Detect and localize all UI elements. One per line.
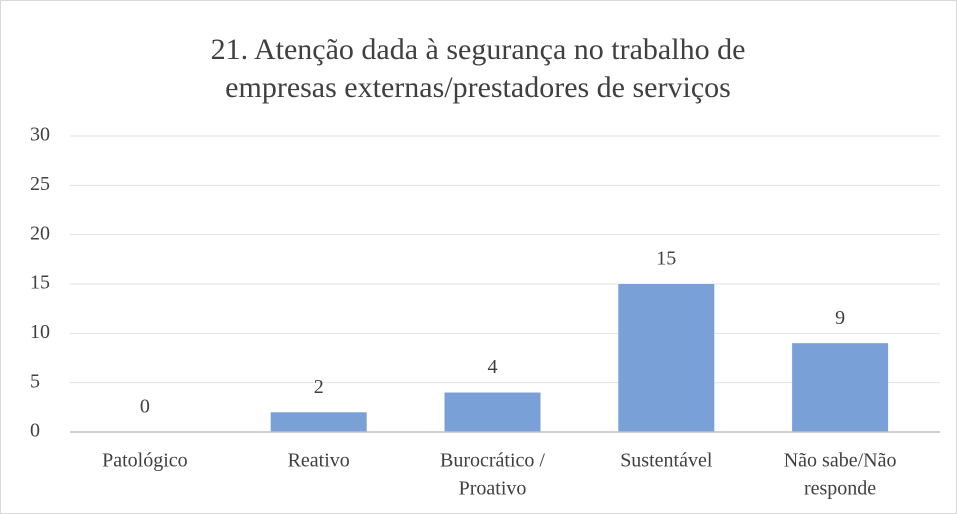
bar [270, 412, 367, 432]
data-label: 9 [835, 307, 845, 329]
y-tick-label: 5 [30, 370, 40, 392]
y-tick-label: 30 [30, 124, 50, 146]
y-tick-label: 0 [30, 420, 40, 442]
x-tick-label: Patológico [102, 450, 188, 472]
bar [792, 343, 889, 432]
x-tick-label: Burocrático / [440, 450, 545, 472]
data-label: 2 [314, 376, 324, 398]
chart-title: 21. Atenção dada à segurança no trabalho… [211, 33, 746, 66]
x-tick-label: Sustentável [620, 450, 713, 472]
x-tick-label: Reativo [288, 450, 350, 472]
y-tick-label: 15 [30, 272, 50, 294]
x-tick-label: responde [804, 478, 876, 500]
x-tick-label: Não sabe/Não [784, 450, 897, 472]
y-tick-label: 20 [30, 222, 50, 244]
x-tick-label: Proativo [459, 478, 527, 500]
y-tick-label: 25 [30, 173, 50, 195]
data-label: 4 [488, 356, 498, 378]
data-label: 15 [656, 248, 676, 270]
data-label: 0 [140, 396, 150, 418]
bar [618, 284, 715, 432]
chart-title: empresas externas/prestadores de serviço… [225, 71, 731, 104]
bar [444, 392, 541, 432]
y-tick-label: 10 [30, 321, 50, 343]
